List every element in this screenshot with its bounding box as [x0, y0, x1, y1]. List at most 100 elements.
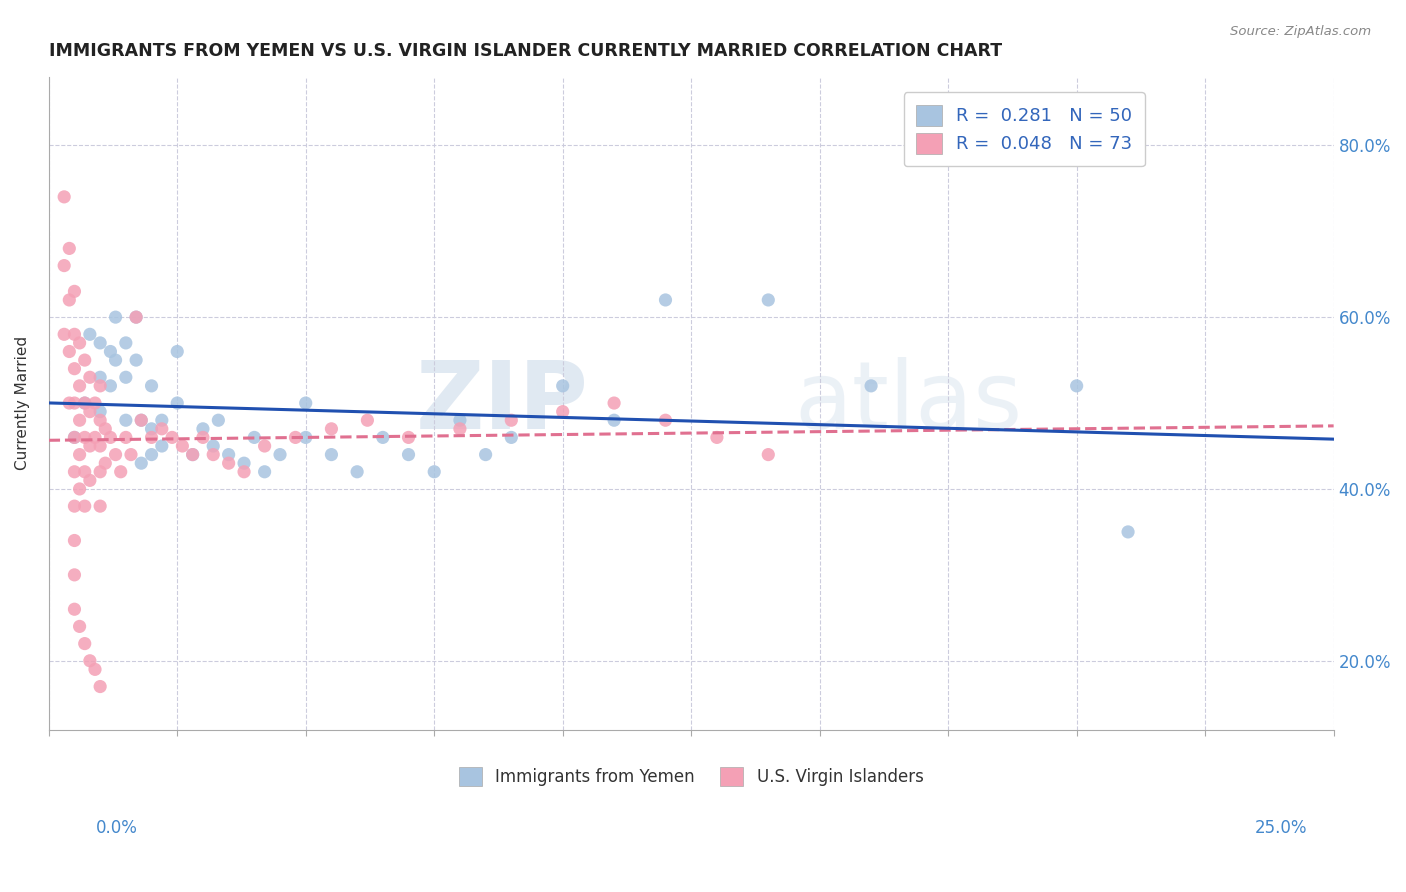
Point [150, 439, 173, 453]
Point [120, 448, 142, 462]
Point [233, 465, 256, 479]
Point [474, 448, 496, 462]
Point [53, 190, 76, 204]
Point [346, 465, 368, 479]
Point [269, 448, 291, 462]
Point [63, 499, 86, 513]
Point [551, 404, 574, 418]
Point [398, 448, 420, 462]
Point [160, 430, 183, 444]
Point [89, 335, 111, 350]
Point [89, 370, 111, 384]
Point [58, 396, 80, 410]
Point [125, 310, 148, 325]
Point [191, 422, 214, 436]
Point [181, 448, 204, 462]
Text: 25.0%: 25.0% [1256, 819, 1308, 837]
Point [603, 413, 626, 427]
Point [294, 430, 316, 444]
Point [73, 465, 96, 479]
Point [104, 310, 127, 325]
Point [166, 344, 188, 359]
Point [63, 430, 86, 444]
Point [69, 619, 91, 633]
Point [706, 430, 728, 444]
Point [63, 430, 86, 444]
Text: atlas: atlas [794, 357, 1022, 449]
Point [79, 474, 101, 488]
Point [73, 499, 96, 513]
Point [104, 448, 127, 462]
Point [69, 379, 91, 393]
Point [125, 353, 148, 368]
Point [100, 379, 122, 393]
Point [449, 422, 471, 436]
Point [69, 448, 91, 462]
Point [501, 430, 523, 444]
Point [141, 379, 163, 393]
Point [1116, 524, 1139, 539]
Point [63, 396, 86, 410]
Point [69, 413, 91, 427]
Point [63, 602, 86, 616]
Point [284, 430, 307, 444]
Point [94, 456, 117, 470]
Point [150, 422, 173, 436]
Point [53, 327, 76, 342]
Point [423, 465, 446, 479]
Point [141, 422, 163, 436]
Point [89, 439, 111, 453]
Point [218, 456, 240, 470]
Point [69, 482, 91, 496]
Point [233, 456, 256, 470]
Point [756, 448, 779, 462]
Point [79, 404, 101, 418]
Point [89, 379, 111, 393]
Point [150, 413, 173, 427]
Text: ZIP: ZIP [416, 357, 588, 449]
Point [84, 396, 107, 410]
Point [243, 430, 266, 444]
Point [756, 293, 779, 307]
Point [58, 293, 80, 307]
Point [69, 335, 91, 350]
Point [654, 413, 676, 427]
Point [84, 430, 107, 444]
Point [398, 430, 420, 444]
Point [115, 335, 138, 350]
Point [89, 404, 111, 418]
Point [218, 448, 240, 462]
Point [125, 310, 148, 325]
Point [321, 448, 343, 462]
Point [73, 353, 96, 368]
Point [172, 439, 194, 453]
Point [129, 456, 152, 470]
Point [58, 241, 80, 255]
Point [79, 327, 101, 342]
Point [100, 430, 122, 444]
Point [181, 448, 204, 462]
Point [89, 413, 111, 427]
Point [551, 379, 574, 393]
Point [253, 439, 276, 453]
Point [73, 396, 96, 410]
Point [115, 370, 138, 384]
Text: 0.0%: 0.0% [96, 819, 138, 837]
Point [501, 413, 523, 427]
Point [321, 422, 343, 436]
Point [63, 361, 86, 376]
Point [141, 430, 163, 444]
Point [63, 327, 86, 342]
Point [73, 637, 96, 651]
Legend: Immigrants from Yemen, U.S. Virgin Islanders: Immigrants from Yemen, U.S. Virgin Islan… [453, 760, 931, 793]
Point [654, 293, 676, 307]
Point [53, 259, 76, 273]
Point [294, 396, 316, 410]
Point [63, 465, 86, 479]
Text: Source: ZipAtlas.com: Source: ZipAtlas.com [1230, 25, 1371, 38]
Point [860, 379, 883, 393]
Point [89, 499, 111, 513]
Point [104, 353, 127, 368]
Point [79, 654, 101, 668]
Point [603, 396, 626, 410]
